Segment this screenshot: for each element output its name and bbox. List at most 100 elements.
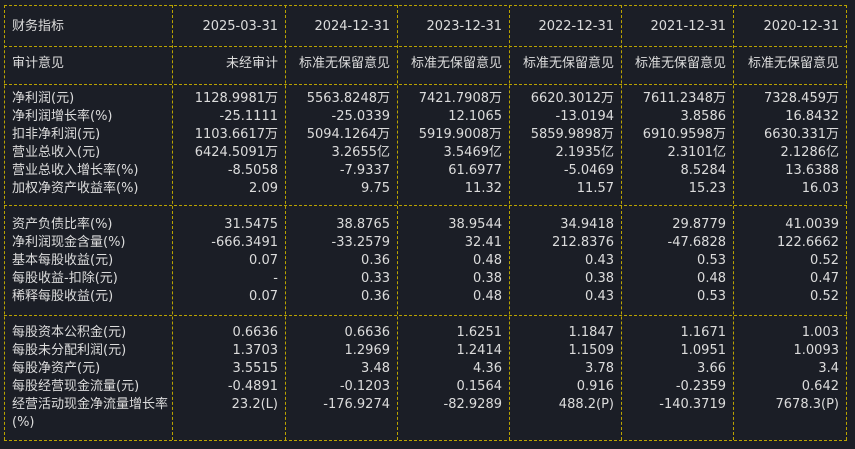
value: 0.52 xyxy=(810,289,839,304)
value: -13.0194 xyxy=(555,109,614,124)
value: 6910.9598万 xyxy=(642,127,726,142)
value: -666.3491 xyxy=(211,235,278,250)
value: 3.5469亿 xyxy=(443,145,503,160)
value: 0.38 xyxy=(473,271,502,286)
value: 7611.2348万 xyxy=(642,91,726,106)
value: 0.43 xyxy=(585,253,614,268)
date: 2024-12-31 xyxy=(314,19,390,34)
value: 11.57 xyxy=(576,181,614,196)
value: 0.48 xyxy=(473,253,502,268)
value: -5.0469 xyxy=(563,163,614,178)
row-label: 净利润现金含量(%) xyxy=(12,235,126,250)
column-rule xyxy=(285,5,286,440)
value: 32.41 xyxy=(464,235,502,250)
value: 15.23 xyxy=(688,181,726,196)
value: 3.8586 xyxy=(680,109,727,124)
date: 2025-03-31 xyxy=(202,19,278,34)
row-label: 每股经营现金流量(元) xyxy=(12,379,140,394)
row-label: 基本每股收益(元) xyxy=(12,253,114,268)
value: 3.78 xyxy=(585,361,614,376)
rule xyxy=(4,84,847,85)
date: 2021-12-31 xyxy=(650,19,726,34)
value: 11.32 xyxy=(464,181,502,196)
value: 2.1935亿 xyxy=(555,145,615,160)
value: 122.6662 xyxy=(776,235,839,250)
value: 488.2(P) xyxy=(558,397,614,412)
row-label: 每股净资产(元) xyxy=(12,361,101,376)
value: - xyxy=(273,271,278,286)
row-label: 每股资本公积金(元) xyxy=(12,325,127,340)
value: 0.48 xyxy=(473,289,502,304)
rule xyxy=(4,5,847,6)
row-label: 营业总收入增长率(%) xyxy=(12,163,139,178)
rule xyxy=(4,440,847,441)
value: 1.3703 xyxy=(232,343,279,358)
value: 29.8779 xyxy=(672,217,726,232)
value: 5563.8248万 xyxy=(306,91,390,106)
value: 6630.331万 xyxy=(763,127,839,142)
value: 41.0039 xyxy=(785,217,839,232)
row-label: 每股未分配利润(元) xyxy=(12,343,127,358)
value: 8.5284 xyxy=(680,163,727,178)
value: 16.8432 xyxy=(785,109,839,124)
row-label: 经营活动现金净流量增长率(%) xyxy=(12,397,169,430)
value: -7.9337 xyxy=(339,163,390,178)
header-title: 财务指标 xyxy=(12,19,65,34)
value: 38.9544 xyxy=(448,217,502,232)
rule xyxy=(4,315,847,316)
value: 16.03 xyxy=(801,181,839,196)
value: 1.1847 xyxy=(568,325,615,340)
value: 2.3101亿 xyxy=(667,145,727,160)
value: 0.36 xyxy=(361,289,390,304)
value: 0.48 xyxy=(697,271,726,286)
rule xyxy=(4,46,847,47)
value: 0.52 xyxy=(810,253,839,268)
column-rule xyxy=(172,5,173,440)
value: 1.2414 xyxy=(456,343,503,358)
date: 2020-12-31 xyxy=(763,19,839,34)
value: 7678.3(P) xyxy=(775,397,839,412)
value: -0.2359 xyxy=(675,379,726,394)
value: 31.5475 xyxy=(224,217,278,232)
value: 7421.7908万 xyxy=(418,91,502,106)
value: 1.003 xyxy=(801,325,839,340)
column-rule xyxy=(621,5,622,440)
value: 0.47 xyxy=(810,271,839,286)
value: -8.5058 xyxy=(227,163,278,178)
value: -0.1203 xyxy=(339,379,390,394)
value: 标准无保留意见 xyxy=(634,56,726,71)
value: 6424.5091万 xyxy=(194,145,278,160)
value: 9.75 xyxy=(361,181,390,196)
value: 0.33 xyxy=(361,271,390,286)
column-rule xyxy=(846,5,847,440)
rule xyxy=(4,205,847,206)
value: 标准无保留意见 xyxy=(298,56,390,71)
value: 38.8765 xyxy=(336,217,390,232)
value: -140.3719 xyxy=(659,397,726,412)
value: 0.07 xyxy=(249,253,278,268)
value: 6620.3012万 xyxy=(530,91,614,106)
value: 5919.9008万 xyxy=(418,127,502,142)
column-rule xyxy=(397,5,398,440)
value: 1.0951 xyxy=(680,343,727,358)
value: 5859.9898万 xyxy=(530,127,614,142)
value: 1.1671 xyxy=(680,325,727,340)
value: 5094.1264万 xyxy=(306,127,390,142)
value: 23.2(L) xyxy=(231,397,278,412)
value: 3.66 xyxy=(697,361,726,376)
value: 2.1286亿 xyxy=(780,145,840,160)
value: -33.2579 xyxy=(331,235,390,250)
row-label: 净利润增长率(%) xyxy=(12,109,113,124)
value: 0.916 xyxy=(576,379,614,394)
value: 1128.9981万 xyxy=(194,91,278,106)
value: 0.53 xyxy=(697,253,726,268)
value: 1.1509 xyxy=(568,343,615,358)
value: 0.53 xyxy=(697,289,726,304)
value: 0.6636 xyxy=(232,325,279,340)
value: 标准无保留意见 xyxy=(410,56,502,71)
value: 0.1564 xyxy=(456,379,503,394)
value: 0.642 xyxy=(801,379,839,394)
row-label: 营业总收入(元) xyxy=(12,145,101,160)
value: 标准无保留意见 xyxy=(522,56,614,71)
